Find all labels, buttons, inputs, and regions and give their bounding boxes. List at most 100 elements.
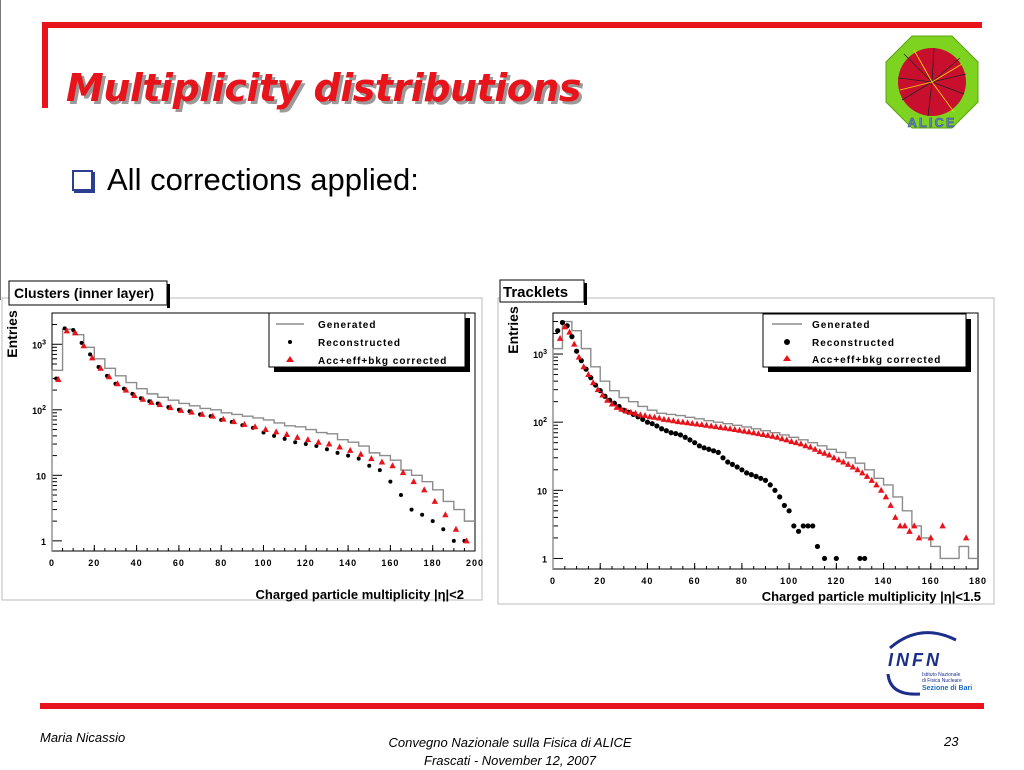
x-tick-label: 0	[550, 576, 556, 586]
corrected-point	[750, 429, 757, 436]
corrected-point	[336, 443, 343, 450]
corrected-point	[632, 409, 639, 416]
corrected-point	[304, 436, 312, 443]
footer-author: Maria Nicassio	[40, 730, 126, 745]
reconstructed-point	[79, 340, 84, 345]
reconstructed-point	[725, 459, 731, 465]
title-side-rule	[42, 22, 48, 108]
generated-histogram-line	[51, 328, 475, 551]
corrected-point	[698, 421, 705, 428]
x-tick-label: 200	[466, 558, 484, 568]
x-tick-label: 0	[49, 558, 55, 568]
x-tick-label: 20	[594, 576, 606, 586]
chart-tracklets-legend: Generated Reconstructed Acc+eff+bkg corr…	[762, 313, 971, 372]
x-tick-label: 40	[131, 558, 143, 568]
corrected-point	[849, 463, 857, 470]
corrected-point	[72, 329, 79, 336]
reconstructed-point	[753, 473, 759, 479]
x-tick-label: 160	[381, 558, 399, 568]
alice-logo-text: ALICE	[908, 115, 957, 130]
corrected-point	[707, 422, 715, 429]
x-tick-label: 80	[736, 576, 748, 586]
reconstructed-point	[409, 507, 414, 512]
infn-logo-text: INFN	[888, 650, 942, 670]
reconstructed-point	[857, 555, 863, 562]
reconstructed-point	[324, 447, 329, 452]
reconstructed-point	[706, 446, 712, 452]
chart-tracklets: Tracklets 0 20 40 60 80 100 120 140 160 180 1 10 102…	[497, 279, 995, 605]
reconstructed-point	[701, 445, 707, 451]
reconstructed-point	[786, 508, 792, 514]
x-tick-label: 80	[215, 558, 227, 568]
legend-generated-label: Generated	[812, 320, 870, 331]
y-tick-label: 1	[41, 537, 46, 547]
reconstructed-point	[729, 461, 736, 467]
reconstructed-point	[687, 437, 693, 443]
page-number: 23	[944, 734, 959, 749]
corrected-point	[622, 407, 630, 414]
bullet-item: All corrections applied:	[72, 162, 419, 198]
corrected-point	[896, 522, 904, 529]
chart-tracklets-ticks: 0 20 40 60 80 100 120 140 160 180 1 10 102 103	[533, 312, 986, 586]
reconstructed-point	[748, 472, 754, 478]
corrected-point	[927, 534, 934, 541]
corrected-point	[807, 443, 814, 450]
corrected-point	[939, 522, 946, 529]
corrected-point	[566, 328, 573, 335]
corrected-point	[589, 379, 597, 386]
corrected-point	[368, 455, 375, 462]
corrected-point	[759, 430, 767, 437]
corrected-point	[177, 406, 185, 413]
corrected-point	[679, 418, 687, 425]
chart-tracklets-generated-series	[552, 320, 978, 569]
reconstructed-point	[791, 523, 797, 529]
reconstructed-point	[810, 523, 816, 529]
corrected-point	[156, 401, 164, 408]
reconstructed-point	[762, 477, 769, 483]
corrected-point	[442, 511, 449, 518]
reconstructed-point	[88, 352, 93, 357]
reconstructed-point	[356, 456, 361, 461]
corrected-point	[431, 497, 439, 504]
reconstructed-point	[430, 519, 435, 524]
reconstructed-point	[800, 523, 806, 529]
reconstructed-point	[62, 326, 67, 331]
legend-reconstructed-label: Reconstructed	[812, 338, 895, 349]
corrected-point	[892, 513, 899, 520]
corrected-point	[863, 472, 871, 479]
chart-clusters-title-shadow	[167, 284, 170, 308]
corrected-point	[769, 432, 776, 439]
reconstructed-point	[649, 421, 655, 427]
corrected-point	[755, 430, 762, 437]
reconstructed-point	[71, 328, 76, 333]
y-tick-label: 10	[36, 471, 46, 481]
x-tick-label: 60	[689, 576, 701, 586]
legend-corrected-swatch	[783, 355, 791, 361]
reconstructed-point	[767, 482, 773, 488]
reconstructed-point	[314, 444, 319, 449]
corrected-point	[122, 386, 130, 393]
footer-event-line1: Convegno Nazionale sulla Fisica di ALICE	[388, 735, 632, 750]
reconstructed-point	[677, 432, 684, 438]
corrected-point	[745, 428, 753, 435]
y-tick-label: 10	[537, 486, 547, 496]
corrected-point	[736, 426, 743, 433]
legend-corrected-label: Acc+eff+bkg corrected	[318, 356, 447, 367]
slide-title: Multiplicity distributions	[66, 66, 582, 110]
corrected-point	[139, 395, 147, 402]
reconstructed-point	[272, 433, 277, 438]
corrected-point	[148, 398, 155, 405]
corrected-point	[627, 408, 635, 415]
corrected-point	[674, 418, 682, 425]
corrected-point	[608, 400, 616, 407]
corrected-point	[230, 418, 238, 425]
reconstructed-point	[777, 494, 783, 500]
reconstructed-point	[441, 527, 446, 532]
reconstructed-point	[367, 463, 372, 468]
corrected-point	[783, 436, 790, 443]
footer-event: Convegno Nazionale sulla Fisica di ALICE…	[330, 734, 690, 770]
y-tick-label: 103	[32, 339, 46, 350]
y-tick-label: 102	[32, 405, 46, 416]
corrected-point	[840, 458, 847, 465]
